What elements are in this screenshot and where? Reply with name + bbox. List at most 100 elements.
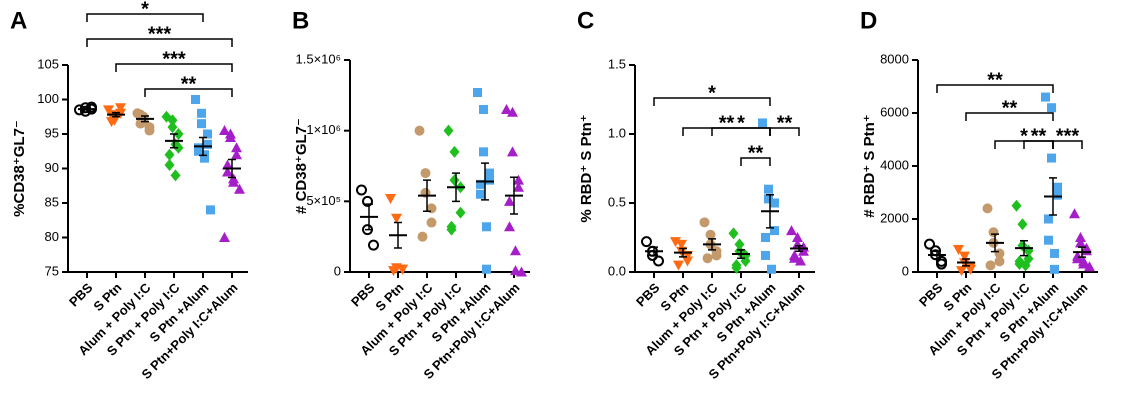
data-point bbox=[455, 206, 466, 219]
data-point bbox=[786, 225, 797, 236]
y-tick-label: 105 bbox=[37, 56, 59, 71]
y-tick-label: 1.0 bbox=[608, 125, 626, 140]
data-point bbox=[417, 231, 428, 242]
data-point bbox=[1053, 190, 1062, 200]
data-point bbox=[767, 264, 776, 274]
data-point bbox=[1072, 253, 1083, 264]
significance-bracket bbox=[144, 88, 233, 97]
data-point bbox=[1044, 214, 1053, 224]
y-tick-label: 75 bbox=[45, 263, 59, 278]
data-point bbox=[792, 232, 803, 242]
y-tick-label: 0.0 bbox=[608, 263, 626, 278]
data-point bbox=[368, 239, 379, 251]
data-point bbox=[1075, 232, 1086, 243]
significance-label: ** bbox=[1002, 97, 1018, 119]
data-point bbox=[167, 114, 178, 127]
data-point bbox=[135, 118, 146, 129]
y-tick-label: 2000 bbox=[880, 210, 909, 225]
data-point bbox=[985, 260, 996, 271]
data-point bbox=[516, 266, 527, 277]
data-point bbox=[731, 261, 742, 274]
data-point bbox=[164, 148, 175, 161]
y-tick-label: 85 bbox=[45, 194, 59, 209]
data-point bbox=[135, 109, 146, 120]
data-point bbox=[510, 245, 521, 256]
data-point bbox=[513, 181, 524, 192]
data-point bbox=[420, 168, 431, 179]
data-point bbox=[1069, 208, 1080, 219]
data-point bbox=[234, 183, 245, 194]
data-point bbox=[476, 179, 485, 189]
significance-bracket bbox=[653, 97, 771, 106]
data-point bbox=[728, 227, 739, 240]
data-point bbox=[385, 194, 396, 205]
data-point bbox=[203, 139, 212, 149]
significance-bracket bbox=[115, 63, 233, 72]
data-point bbox=[228, 176, 239, 187]
data-point bbox=[356, 184, 367, 196]
data-point bbox=[770, 198, 779, 208]
data-point bbox=[206, 205, 215, 215]
data-point bbox=[164, 159, 175, 172]
y-tick-label: 1.5×10⁶ bbox=[296, 51, 341, 66]
y-axis-label: %CD38⁺GL7⁻ bbox=[11, 120, 28, 217]
data-point bbox=[761, 250, 770, 260]
y-tick-label: 0.5 bbox=[608, 194, 626, 209]
data-point bbox=[711, 250, 722, 261]
data-point bbox=[222, 166, 233, 177]
data-point bbox=[1017, 218, 1028, 231]
data-point bbox=[479, 147, 488, 157]
data-point bbox=[673, 260, 684, 271]
panel-label: C bbox=[577, 7, 594, 34]
data-point bbox=[482, 264, 491, 274]
data-point bbox=[1050, 248, 1059, 258]
data-point bbox=[397, 264, 408, 275]
data-point bbox=[653, 255, 664, 267]
data-point bbox=[115, 103, 126, 114]
data-point bbox=[507, 106, 518, 117]
data-point bbox=[504, 195, 515, 206]
significance-label: * bbox=[737, 112, 745, 134]
y-axis-label: % RBD⁺ S Ptn⁺ bbox=[578, 114, 595, 222]
data-point bbox=[994, 256, 1005, 267]
data-point bbox=[106, 117, 117, 128]
y-tick-label: 1.5 bbox=[608, 56, 626, 71]
y-tick-label: 4000 bbox=[880, 157, 909, 172]
significance-label: * bbox=[141, 0, 149, 20]
y-tick-label: 80 bbox=[45, 229, 59, 244]
y-axis-label: # CD38⁺GL7⁻ bbox=[293, 118, 310, 214]
data-point bbox=[191, 95, 200, 104]
data-point bbox=[1050, 264, 1059, 274]
data-point bbox=[173, 128, 184, 140]
data-point bbox=[682, 256, 693, 267]
significance-label: ** bbox=[181, 73, 197, 95]
y-tick-label: 0 bbox=[334, 263, 341, 278]
data-point bbox=[705, 229, 716, 240]
significance-label: ** bbox=[719, 112, 735, 134]
data-point bbox=[1084, 261, 1095, 272]
data-point bbox=[988, 227, 999, 238]
panel-label: A bbox=[10, 7, 27, 34]
y-tick-label: 8000 bbox=[880, 51, 909, 66]
significance-label: * bbox=[1020, 125, 1028, 147]
data-point bbox=[1047, 103, 1056, 113]
data-point bbox=[699, 217, 710, 228]
significance-bracket bbox=[86, 38, 233, 47]
data-point bbox=[740, 254, 751, 267]
data-point bbox=[507, 146, 518, 157]
data-point bbox=[936, 258, 947, 270]
panel-label: B bbox=[292, 7, 309, 34]
y-tick-label: 5×10⁵ bbox=[306, 193, 341, 208]
data-point bbox=[473, 88, 482, 98]
y-axis-label: # RBD⁺ S Ptn⁺ bbox=[861, 114, 878, 217]
data-point bbox=[197, 119, 206, 129]
data-point bbox=[1078, 258, 1089, 269]
data-point bbox=[388, 266, 399, 277]
data-point bbox=[86, 101, 97, 113]
data-point bbox=[170, 169, 181, 182]
significance-label: ** bbox=[1031, 125, 1047, 147]
data-point bbox=[219, 232, 230, 242]
data-point bbox=[446, 223, 457, 236]
data-point bbox=[203, 129, 212, 139]
